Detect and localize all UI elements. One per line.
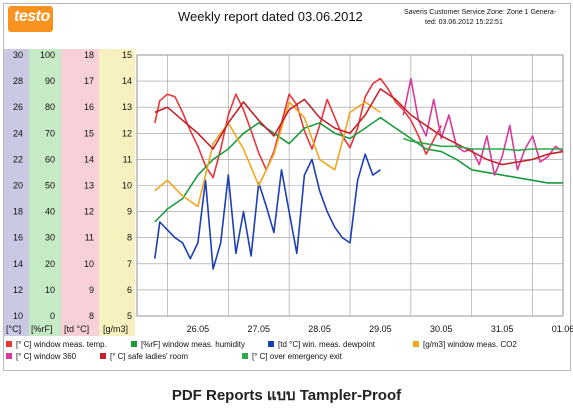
legend-label: [%rF] window meas. humidity (141, 340, 245, 349)
dewpoint-axis-band (61, 49, 99, 336)
axis-layer: 3028262422201816141210[°C]10090807060504… (6, 50, 132, 334)
legend-swatch (100, 353, 106, 359)
grid-layer (137, 54, 563, 317)
y-tick-label: 13 (122, 102, 132, 112)
y-axis-unit: [%rF] (31, 324, 53, 334)
y-tick-label: 12 (84, 207, 94, 217)
legend-label: [td °C] win. meas. dewpoint (278, 340, 376, 349)
legend-label: [° C] window 360 (16, 352, 77, 361)
legend: [° C] window meas. temp. [%rF] window mea… (6, 340, 517, 361)
y-tick-label: 16 (84, 102, 94, 112)
y-tick-label: 20 (45, 259, 55, 269)
y-tick-label: 6 (127, 285, 132, 295)
series-line (154, 101, 381, 208)
y-tick-label: 15 (122, 50, 132, 60)
generated-info: ted: 03.06.2012 15:22:51 (425, 19, 503, 26)
x-tick-label: 27.05 (247, 324, 270, 334)
series-line (154, 153, 381, 270)
series-line (154, 88, 564, 166)
humidity-axis-band (29, 49, 61, 336)
y-tick-label: 11 (123, 154, 132, 164)
x-tick-label: 01.06 (552, 324, 573, 334)
legend-label: [° C] window meas. temp. (16, 340, 107, 349)
legend-label: [° C] safe ladies' room (110, 352, 188, 361)
report-title: Weekly report dated 03.06.2012 (178, 9, 363, 24)
y-tick-label: 30 (45, 233, 55, 243)
legend-swatch (413, 341, 419, 347)
y-tick-label: 100 (40, 50, 55, 60)
y-tick-label: 8 (89, 311, 94, 321)
y-tick-label: 80 (45, 102, 55, 112)
y-tick-label: 12 (13, 285, 23, 295)
x-tick-label: 26.05 (187, 324, 210, 334)
y-tick-label: 15 (84, 128, 94, 138)
testo-logo: testo (8, 6, 53, 32)
legend-swatch (131, 341, 137, 347)
legend-swatch (6, 341, 12, 347)
y-tick-label: 10 (45, 285, 55, 295)
y-tick-label: 40 (45, 207, 55, 217)
y-tick-label: 18 (84, 50, 94, 60)
y-tick-label: 60 (45, 154, 55, 164)
x-tick-label: 31.05 (491, 324, 514, 334)
y-tick-label: 14 (13, 259, 23, 269)
legend-swatch (6, 353, 12, 359)
legend-swatch (268, 341, 274, 347)
y-tick-label: 20 (13, 181, 23, 191)
y-tick-label: 14 (122, 76, 132, 86)
temp-axis-band (4, 49, 29, 336)
y-tick-label: 28 (13, 76, 23, 86)
y-tick-label: 14 (84, 154, 94, 164)
zone-info: Saveris Customer Service Zone: Zone 1 Ge… (404, 9, 557, 16)
legend-label: [g/m3] window meas. CO2 (423, 340, 517, 349)
y-tick-label: 50 (45, 181, 55, 191)
logo-text: testo (14, 8, 50, 25)
y-tick-label: 9 (127, 207, 132, 217)
y-tick-label: 8 (127, 233, 132, 243)
y-tick-label: 5 (127, 311, 132, 321)
y-tick-label: 9 (89, 285, 94, 295)
co2-axis-band (99, 49, 135, 336)
y-tick-label: 18 (13, 207, 23, 217)
y-tick-label: 22 (13, 154, 23, 164)
y-tick-label: 10 (122, 181, 132, 191)
series-line (403, 137, 563, 152)
y-tick-label: 7 (127, 259, 132, 269)
series-layer (154, 77, 564, 270)
legend-swatch (242, 353, 248, 359)
x-axis: 26.05 27.05 28.05 29.05 30.05 31.05 01.06 (187, 324, 573, 334)
caption: PDF Reports แบบ Tampler-Proof (171, 387, 402, 404)
y-tick-label: 26 (13, 102, 23, 112)
report-chart: 3028262422201816141210[°C]10090807060504… (4, 49, 573, 361)
y-tick-label: 10 (84, 259, 94, 269)
y-tick-label: 17 (84, 76, 94, 86)
y-tick-label: 30 (13, 50, 23, 60)
x-tick-label: 29.05 (369, 324, 392, 334)
legend-label: [° C] over emergency exit (252, 352, 343, 361)
y-axis-unit: [g/m3] (103, 324, 128, 334)
y-axis-unit: [°C] (6, 324, 21, 334)
y-tick-label: 12 (122, 128, 132, 138)
y-tick-label: 10 (13, 311, 23, 321)
x-tick-label: 30.05 (430, 324, 453, 334)
y-tick-label: 70 (45, 128, 55, 138)
y-axis-unit: [td °C] (64, 324, 89, 334)
y-tick-label: 0 (50, 311, 55, 321)
y-tick-label: 13 (84, 181, 94, 191)
y-tick-label: 24 (13, 128, 23, 138)
x-tick-label: 28.05 (308, 324, 331, 334)
y-tick-label: 90 (45, 76, 55, 86)
y-tick-label: 11 (85, 233, 94, 243)
y-tick-label: 16 (13, 233, 23, 243)
